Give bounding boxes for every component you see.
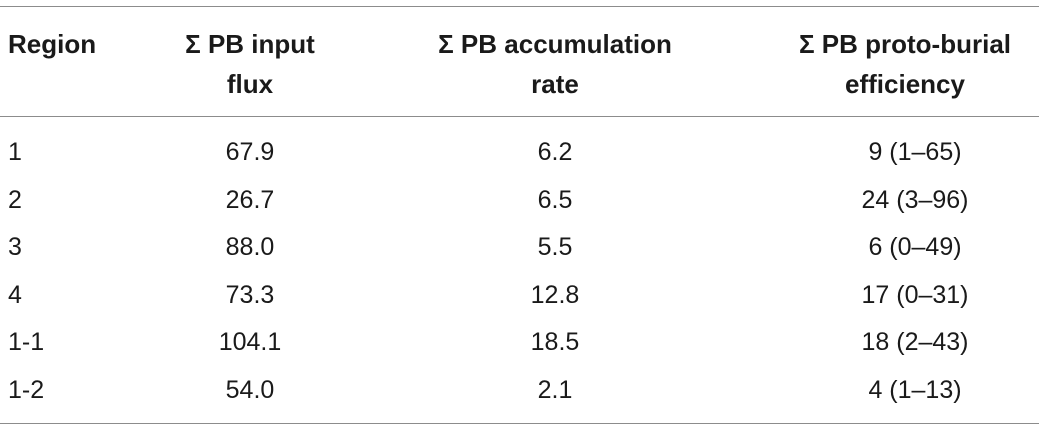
header-accumulation-rate: Σ PB accumulation rate <box>405 24 705 104</box>
table-bottom-rule <box>0 423 1039 424</box>
cell-input-flux: 88.0 <box>225 233 275 262</box>
cell-burial-efficiency: 6 (0–49) <box>868 233 962 262</box>
header-input-flux-line-2: flux <box>226 69 274 99</box>
cell-input-flux: 67.9 <box>225 138 275 166</box>
cell-accumulation-rate: 6.5 <box>537 185 573 214</box>
header-region: Region <box>8 24 96 64</box>
table-row: 1-1 104.1 18.5 18 (2–43) <box>0 324 1039 372</box>
header-input-flux: Σ PB input flux <box>150 24 350 104</box>
cell-input-flux: 104.1 <box>218 328 282 357</box>
cell-region: 2 <box>8 185 22 214</box>
cell-accumulation-rate: 5.5 <box>537 233 573 262</box>
table-body: 1 67.9 6.2 9 (1–65) 2 26.7 6.5 24 (3–96)… <box>0 134 1039 420</box>
cell-burial-efficiency: 17 (0–31) <box>861 280 969 309</box>
cell-accumulation-rate: 12.8 <box>530 280 580 309</box>
header-accumulation-rate-line-2: rate <box>531 69 579 99</box>
cell-burial-efficiency: 18 (2–43) <box>861 328 969 357</box>
header-accumulation-rate-line-1: Σ PB accumulation <box>438 29 672 59</box>
header-burial-efficiency-line-1: Σ PB proto-burial <box>798 29 1012 59</box>
header-input-flux-line-1: Σ PB input <box>185 29 315 59</box>
table-row: 4 73.3 12.8 17 (0–31) <box>0 277 1039 325</box>
table-row: 1 67.9 6.2 9 (1–65) <box>0 134 1039 182</box>
cell-region: 1-2 <box>8 375 45 404</box>
table-row: 1-2 54.0 2.1 4 (1–13) <box>0 372 1039 420</box>
table-top-rule <box>0 6 1039 7</box>
header-burial-efficiency-line-2: efficiency <box>845 69 965 99</box>
cell-burial-efficiency: 4 (1–13) <box>868 375 962 404</box>
cell-burial-efficiency: 9 (1–65) <box>868 138 962 166</box>
table-header-rule <box>0 116 1039 117</box>
cell-region: 1-1 <box>8 328 45 357</box>
cell-accumulation-rate: 6.2 <box>537 138 573 166</box>
cell-region: 1 <box>8 138 22 166</box>
header-region-line: Region <box>8 29 97 59</box>
cell-input-flux: 26.7 <box>225 185 275 214</box>
cell-accumulation-rate: 18.5 <box>530 328 580 357</box>
cell-accumulation-rate: 2.1 <box>537 375 573 404</box>
header-burial-efficiency: Σ PB proto-burial efficiency <box>770 24 1039 104</box>
cell-region: 4 <box>8 280 22 309</box>
cell-burial-efficiency: 24 (3–96) <box>861 185 969 214</box>
cell-input-flux: 73.3 <box>225 280 275 309</box>
cell-input-flux: 54.0 <box>225 375 275 404</box>
table-row: 3 88.0 5.5 6 (0–49) <box>0 229 1039 277</box>
table-row: 2 26.7 6.5 24 (3–96) <box>0 182 1039 230</box>
cell-region: 3 <box>8 233 22 262</box>
